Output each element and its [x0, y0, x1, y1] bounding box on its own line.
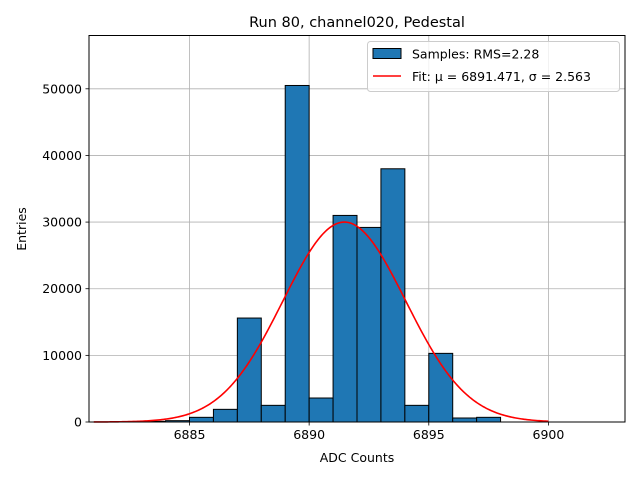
x-tick-label: 6900 [533, 427, 565, 442]
legend-hist-label: Samples: RMS=2.28 [412, 47, 539, 62]
histogram-bar [308, 397, 334, 423]
histogram-bar [380, 168, 406, 423]
y-tick-label: 20000 [42, 281, 82, 296]
legend-box [367, 41, 620, 92]
y-tick-label: 40000 [42, 148, 82, 163]
histogram-bar [356, 226, 382, 423]
chart-title: Run 80, channel020, Pedestal [249, 15, 465, 31]
legend-hist-swatch [372, 48, 402, 59]
histogram-bar [404, 404, 430, 423]
histogram-bar [189, 416, 214, 423]
histogram-bar [284, 84, 310, 423]
x-tick-label: 6890 [293, 427, 325, 442]
y-tick-label: 30000 [42, 215, 82, 230]
fit-curve-group [93, 221, 549, 423]
histogram-bar [212, 408, 238, 423]
histogram-bar [476, 416, 502, 423]
y-axis-ticks: 0 10000 20000 30000 40000 50000 [42, 81, 89, 430]
x-tick-label: 6885 [174, 427, 206, 442]
y-tick-label: 10000 [42, 348, 82, 363]
histogram-bar [260, 404, 286, 423]
x-axis-ticks: 6885 6890 6895 6900 [174, 422, 565, 442]
x-axis-label: ADC Counts [320, 450, 395, 465]
histogram-bar [452, 417, 478, 423]
histogram-bar [236, 317, 262, 423]
y-tick-label: 0 [74, 415, 82, 430]
fit-curve [93, 221, 549, 423]
x-tick-label: 6895 [413, 427, 445, 442]
plot-area-frame [88, 35, 626, 423]
histogram-bar [332, 214, 358, 423]
y-tick-label: 50000 [42, 81, 82, 96]
legend-fit-label: Fit: μ = 6891.471, σ = 2.563 [412, 69, 591, 84]
y-axis-label: Entries [14, 207, 29, 251]
legend: Samples: RMS=2.28 Fit: μ = 6891.471, σ =… [367, 41, 620, 92]
